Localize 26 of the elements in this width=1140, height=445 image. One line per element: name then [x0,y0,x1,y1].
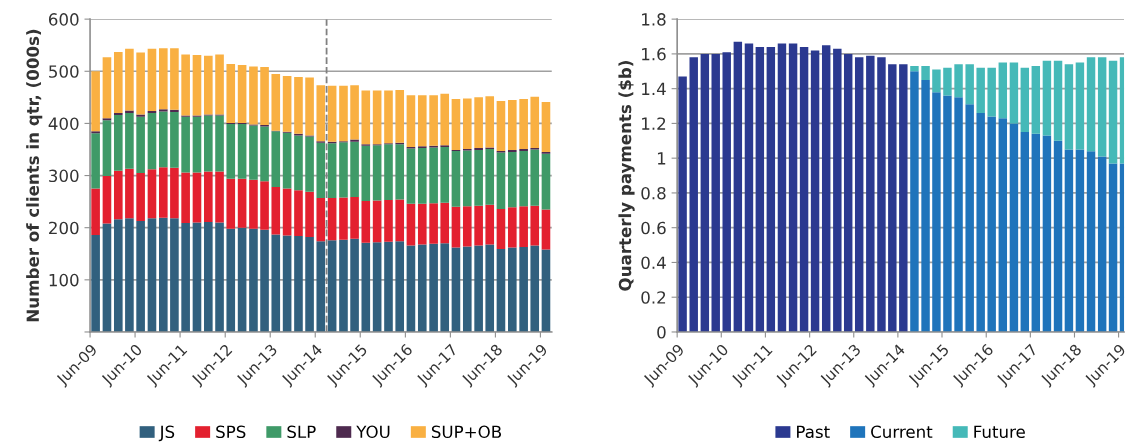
y-tick-label: 100 [49,273,79,287]
legend-label: JS [158,425,175,442]
y-axis-title: Number of clients in qtr, (000s) [26,29,43,322]
legend-label: SPS [216,425,246,439]
legend-label: SLP [287,425,316,439]
y-tick-label: 400 [48,117,79,130]
y-tick-label: 500 [49,65,79,78]
legend-label: Past [797,425,830,439]
y-tick-label: 0 [657,325,666,339]
y-tick-label: 1 [657,152,666,165]
y-tick-label: 1.6 [642,47,666,61]
y-tick-label: 0.4 [641,256,666,270]
y-tick-label: 0.6 [641,221,666,235]
y-tick-label: 0.2 [641,291,666,304]
y-tick-label: 300 [49,169,79,183]
y-tick-label: 0.8 [641,186,666,200]
legend-label: YOU [356,425,390,439]
legend-label: SUP+OB [431,425,502,439]
y-axis-title: Quarterly payments ($b) [618,61,635,291]
y-tick-label: 600 [48,13,79,26]
y-tick-label: 200 [49,221,79,235]
y-tick-label: 1.8 [642,13,666,26]
legend-label: Current [871,425,933,439]
legend-label: Future [974,425,1025,439]
y-tick-label: 1.2 [642,117,666,130]
y-tick-label: 1.4 [642,82,666,95]
